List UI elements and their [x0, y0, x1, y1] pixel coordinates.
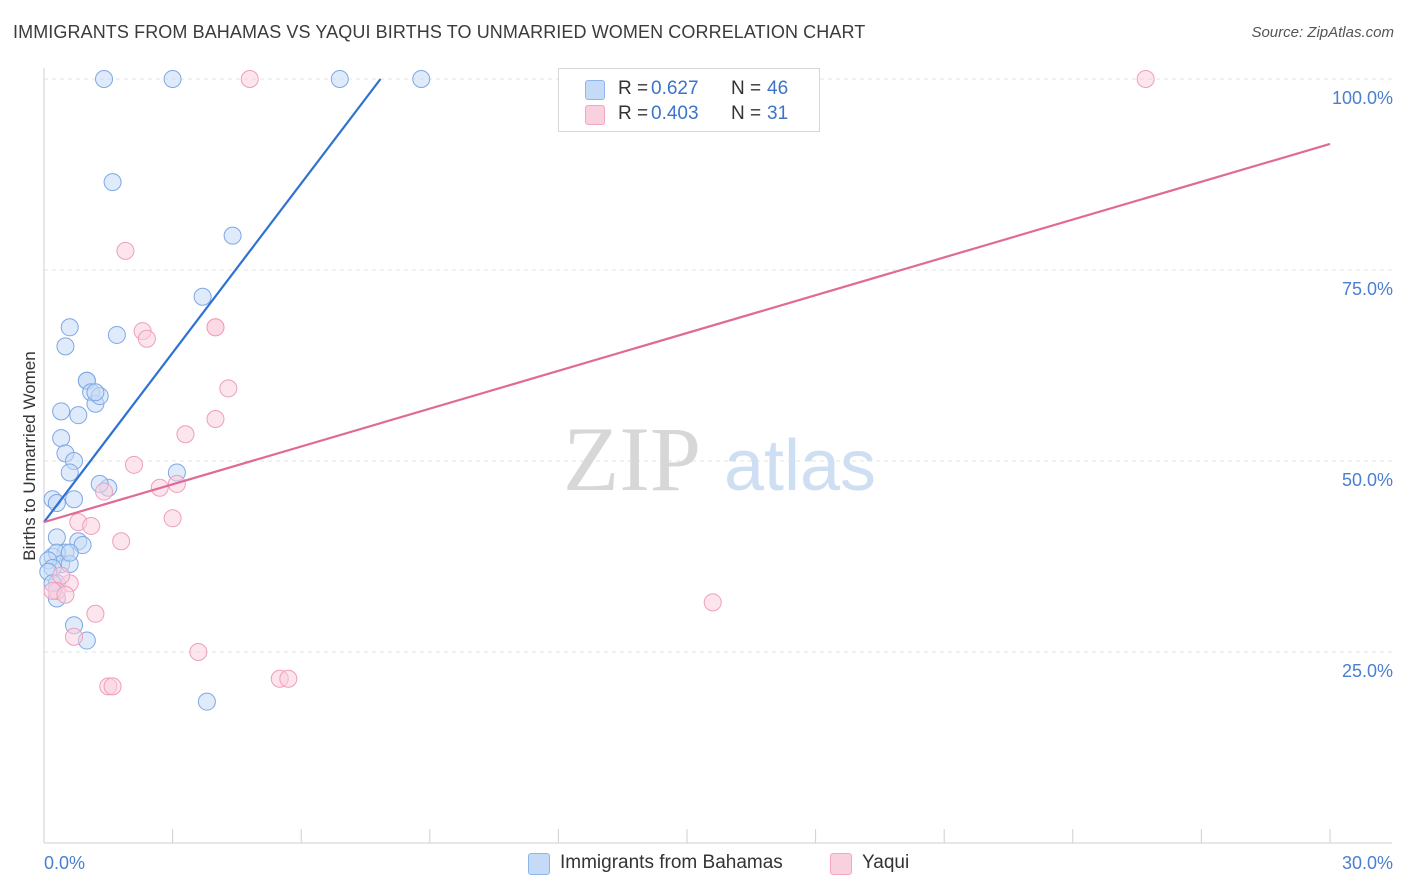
series-swatch-yaqui: [830, 853, 852, 875]
series-label-bahamas: Immigrants from Bahamas: [560, 852, 783, 873]
point-bahamas: [52, 429, 71, 448]
point-bahamas: [223, 226, 242, 245]
legend-swatch-bahamas: [585, 80, 605, 100]
point-bahamas: [103, 173, 122, 192]
point-bahamas: [193, 287, 212, 306]
point-yaqui: [116, 241, 135, 260]
point-yaqui: [163, 509, 182, 528]
point-bahamas: [95, 70, 114, 88]
point-yaqui: [703, 593, 722, 612]
point-yaqui: [176, 425, 195, 444]
legend-r-label: R =: [618, 78, 649, 99]
legend-swatch-yaqui: [585, 105, 605, 125]
series-swatch-bahamas: [528, 853, 550, 875]
trend-layer: [43, 78, 1331, 524]
legend-n-value-yaqui: 31: [767, 103, 789, 124]
point-bahamas: [56, 337, 75, 356]
watermark-zip: ZIP: [563, 408, 701, 510]
point-bahamas: [60, 463, 79, 482]
point-bahamas: [197, 692, 216, 711]
point-bahamas: [65, 490, 84, 509]
point-yaqui: [86, 604, 105, 623]
x-tick-label: 30.0%: [1342, 853, 1393, 873]
y-tick-label: 100.0%: [1332, 88, 1393, 108]
point-yaqui: [112, 532, 131, 551]
source-credit: Source: ZipAtlas.com: [1251, 24, 1394, 41]
tick-labels: 25.0% 50.0% 75.0% 100.0% 0.0% 30.0%: [44, 88, 1393, 873]
point-bahamas: [86, 383, 105, 402]
y-tick-label: 75.0%: [1342, 279, 1393, 299]
point-yaqui: [240, 70, 259, 88]
point-yaqui: [125, 455, 144, 474]
point-yaqui: [52, 566, 71, 585]
legend-n-label: N =: [731, 103, 762, 124]
points-layer: [39, 70, 1155, 711]
chart-title: IMMIGRANTS FROM BAHAMAS VS YAQUI BIRTHS …: [13, 22, 866, 42]
point-yaqui: [206, 318, 225, 337]
point-bahamas: [412, 70, 431, 88]
point-yaqui: [219, 379, 238, 398]
legend-r-label: R =: [618, 103, 649, 124]
watermark-atlas: atlas: [724, 426, 876, 506]
point-yaqui: [1136, 70, 1155, 88]
point-bahamas: [60, 318, 79, 337]
point-yaqui: [56, 585, 75, 604]
series-label-yaqui: Yaqui: [862, 852, 910, 873]
point-bahamas: [69, 406, 88, 425]
point-yaqui: [65, 627, 84, 646]
point-bahamas: [47, 528, 66, 547]
axis-layer: [43, 68, 1392, 844]
point-bahamas: [52, 402, 71, 421]
watermark: ZIP atlas: [563, 408, 876, 510]
point-bahamas: [330, 70, 349, 88]
grid-layer: [44, 78, 1392, 653]
point-yaqui: [103, 677, 122, 696]
y-tick-label: 50.0%: [1342, 470, 1393, 490]
legend-n-value-bahamas: 46: [767, 78, 789, 99]
point-yaqui: [137, 329, 156, 348]
point-bahamas: [163, 70, 182, 88]
correlation-legend: R = 0.627 N = 46 R = 0.403 N = 31: [558, 68, 820, 132]
point-yaqui: [95, 482, 114, 501]
point-yaqui: [279, 669, 298, 688]
trend-line-yaqui: [43, 142, 1331, 524]
legend-r-value-yaqui: 0.403: [651, 103, 699, 124]
x-tick-label: 0.0%: [44, 853, 85, 873]
trend-line-bahamas: [43, 78, 382, 523]
point-bahamas: [107, 325, 126, 344]
point-yaqui: [206, 409, 225, 428]
y-tick-label: 25.0%: [1342, 661, 1393, 681]
point-yaqui: [82, 516, 101, 535]
point-yaqui: [189, 643, 208, 661]
legend-r-value-bahamas: 0.627: [651, 78, 699, 99]
point-bahamas: [60, 543, 79, 562]
legend-n-label: N =: [731, 78, 762, 99]
